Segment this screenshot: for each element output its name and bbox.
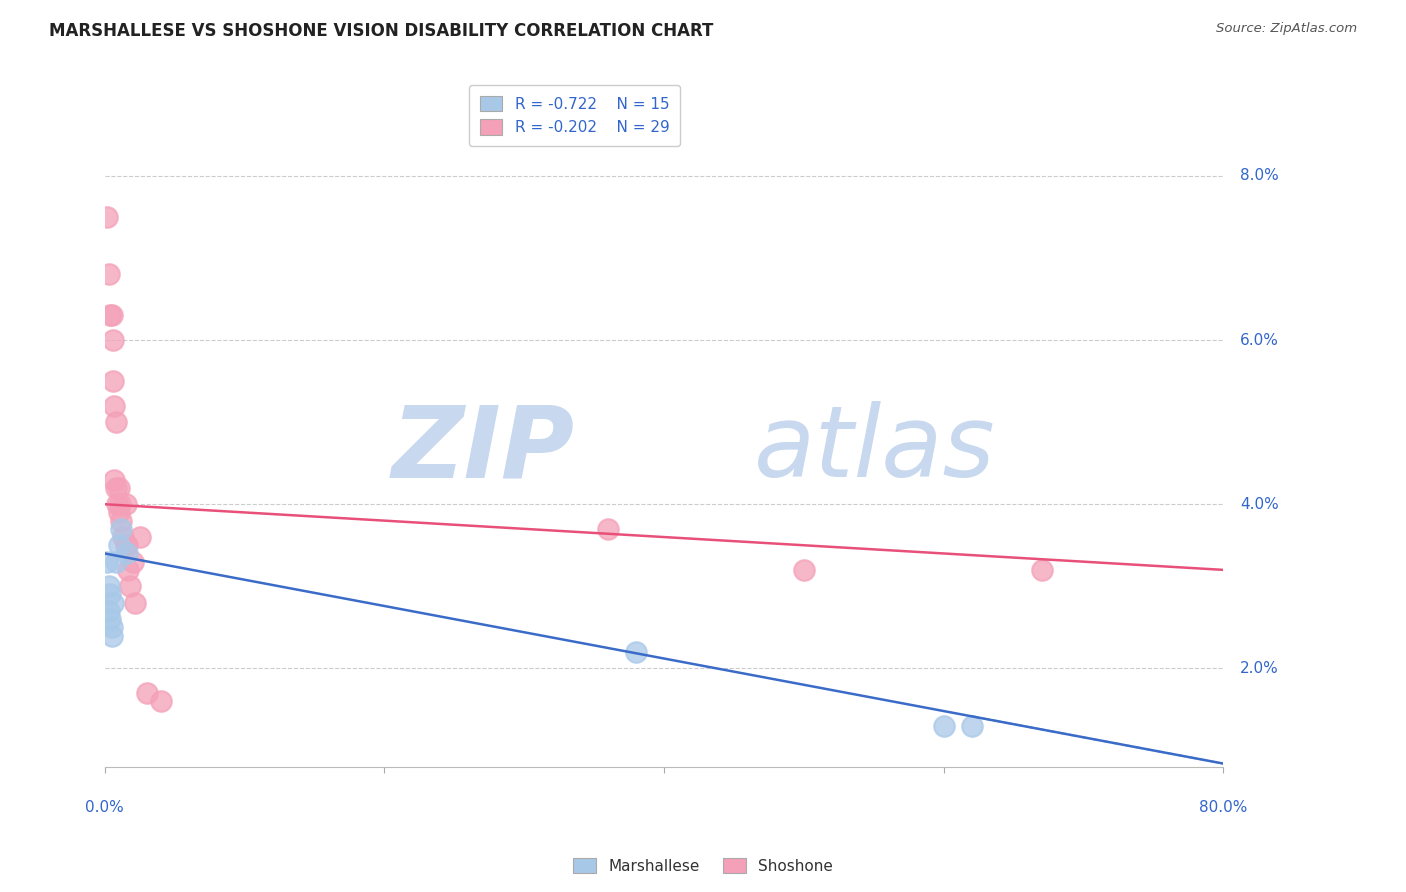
Text: atlas: atlas — [754, 401, 995, 499]
Point — [107, 481, 129, 495]
Point — [115, 546, 138, 560]
Point — [104, 415, 127, 429]
Point — [98, 309, 121, 323]
Legend: Marshallese, Shoshone: Marshallese, Shoshone — [567, 852, 839, 880]
Point — [624, 645, 647, 659]
Point — [596, 522, 619, 536]
Point — [104, 481, 127, 495]
Legend: R = -0.722    N = 15, R = -0.202    N = 29: R = -0.722 N = 15, R = -0.202 N = 29 — [468, 85, 681, 146]
Point — [103, 399, 125, 413]
Point — [100, 620, 122, 634]
Point — [100, 628, 122, 642]
Point — [96, 210, 118, 224]
Point — [110, 514, 132, 528]
Text: 2.0%: 2.0% — [1240, 661, 1279, 676]
Point — [115, 538, 138, 552]
Point — [118, 579, 141, 593]
Point — [110, 522, 132, 536]
Point — [101, 596, 124, 610]
Point — [101, 374, 124, 388]
Point — [960, 719, 983, 733]
Point — [105, 497, 128, 511]
Point — [128, 530, 150, 544]
Point — [793, 563, 815, 577]
Point — [98, 587, 121, 601]
Point — [121, 555, 143, 569]
Point — [111, 530, 134, 544]
Point — [149, 694, 172, 708]
Text: MARSHALLESE VS SHOSHONE VISION DISABILITY CORRELATION CHART: MARSHALLESE VS SHOSHONE VISION DISABILIT… — [49, 22, 714, 40]
Text: 4.0%: 4.0% — [1240, 497, 1279, 512]
Text: 0.0%: 0.0% — [86, 800, 124, 814]
Point — [104, 555, 127, 569]
Point — [114, 538, 136, 552]
Point — [98, 612, 121, 626]
Text: ZIP: ZIP — [391, 401, 575, 499]
Point — [135, 686, 157, 700]
Point — [117, 563, 139, 577]
Point — [101, 333, 124, 347]
Point — [97, 579, 120, 593]
Point — [97, 268, 120, 282]
Point — [932, 719, 955, 733]
Point — [107, 505, 129, 519]
Point — [107, 538, 129, 552]
Text: 6.0%: 6.0% — [1240, 333, 1279, 348]
Text: 8.0%: 8.0% — [1240, 169, 1279, 184]
Point — [96, 555, 118, 569]
Point — [108, 497, 131, 511]
Point — [1031, 563, 1053, 577]
Point — [103, 473, 125, 487]
Point — [124, 596, 146, 610]
Point — [97, 604, 120, 618]
Point — [100, 309, 122, 323]
Text: 80.0%: 80.0% — [1199, 800, 1247, 814]
Text: Source: ZipAtlas.com: Source: ZipAtlas.com — [1216, 22, 1357, 36]
Point — [114, 497, 136, 511]
